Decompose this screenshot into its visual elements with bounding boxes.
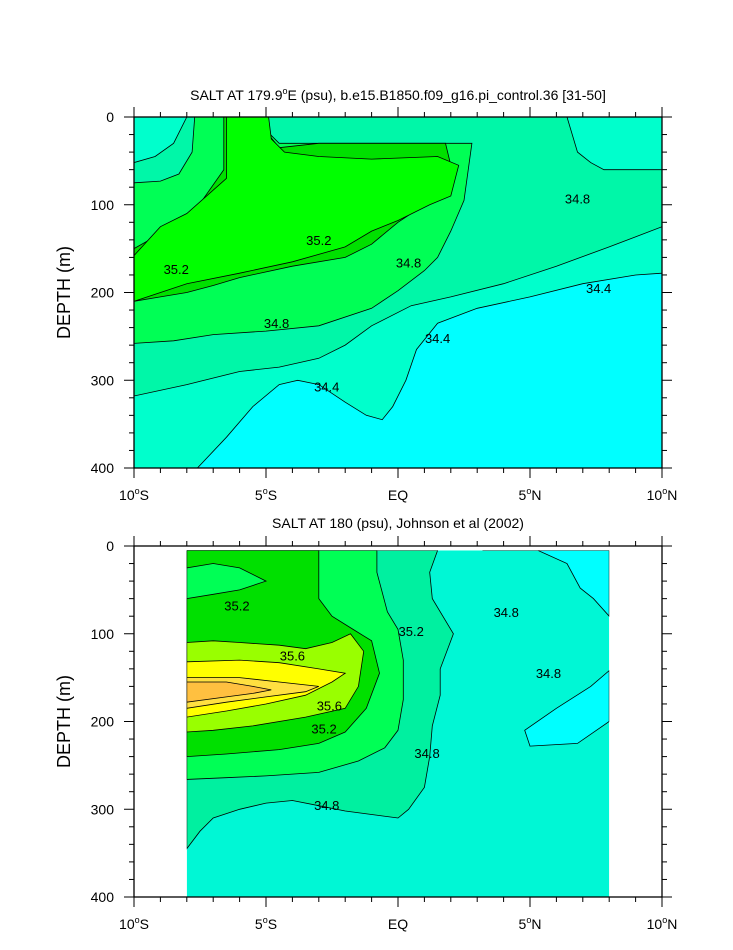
x-tick-label: 10oS	[119, 915, 149, 932]
contour-field	[134, 117, 662, 468]
contour-label: 34.8	[536, 666, 561, 681]
y-tick-label: 100	[91, 197, 115, 213]
y-tick-label: 300	[91, 801, 115, 817]
x-tick-label: 5oS	[255, 486, 277, 503]
contour-label: 34.8	[414, 746, 439, 761]
contour-region-34-6	[482, 550, 610, 617]
y-tick-label: 200	[91, 285, 115, 301]
contour-label: 35.2	[164, 262, 189, 277]
x-tick-label: 5oN	[519, 915, 542, 932]
contour-region-35-2	[134, 117, 460, 302]
x-tick-label: 10oS	[119, 486, 149, 503]
contour-label: 34.4	[314, 379, 339, 394]
contour-field	[186, 550, 610, 897]
y-tick-label: 0	[106, 109, 114, 125]
x-tick-label: 5oN	[519, 486, 542, 503]
x-tick-label: 5oS	[255, 915, 277, 932]
y-tick-label: 200	[91, 714, 115, 730]
y-tick-label: 0	[106, 538, 114, 554]
y-tick-label: 100	[91, 626, 115, 642]
contour-region-36-2	[186, 681, 272, 703]
x-tick-label: EQ	[388, 487, 408, 503]
contour-label: 34.8	[565, 192, 590, 207]
y-tick-label: 400	[91, 889, 115, 905]
contour-label: 35.2	[224, 599, 249, 614]
x-tick-label: EQ	[388, 916, 408, 932]
contour-region-34-6	[524, 670, 610, 747]
y-tick-label: 300	[91, 372, 115, 388]
contour-label: 35.6	[317, 699, 342, 714]
y-axis-label: DEPTH (m)	[54, 675, 74, 768]
chart-title: SALT AT 180 (psu), Johnson et al (2002)	[272, 515, 524, 531]
contour-label: 35.2	[311, 722, 336, 737]
contour-label: 34.8	[396, 256, 421, 271]
contour-label: 34.4	[425, 331, 450, 346]
x-tick-label: 10oN	[647, 486, 678, 503]
x-tick-label: 10oN	[647, 915, 678, 932]
contour-label: 34.4	[586, 281, 611, 296]
contour-label: 34.8	[494, 605, 519, 620]
y-axis-label: DEPTH (m)	[54, 246, 74, 339]
contour-label: 35.2	[306, 233, 331, 248]
contour-label: 34.8	[314, 798, 339, 813]
contour-label: 34.8	[264, 316, 289, 331]
contour-label: 35.6	[280, 649, 305, 664]
chart-title: SALT AT 179.9oE (psu), b.e15.B1850.f09_g…	[190, 86, 606, 103]
y-tick-label: 400	[91, 460, 115, 476]
contour-label: 35.2	[399, 624, 424, 639]
